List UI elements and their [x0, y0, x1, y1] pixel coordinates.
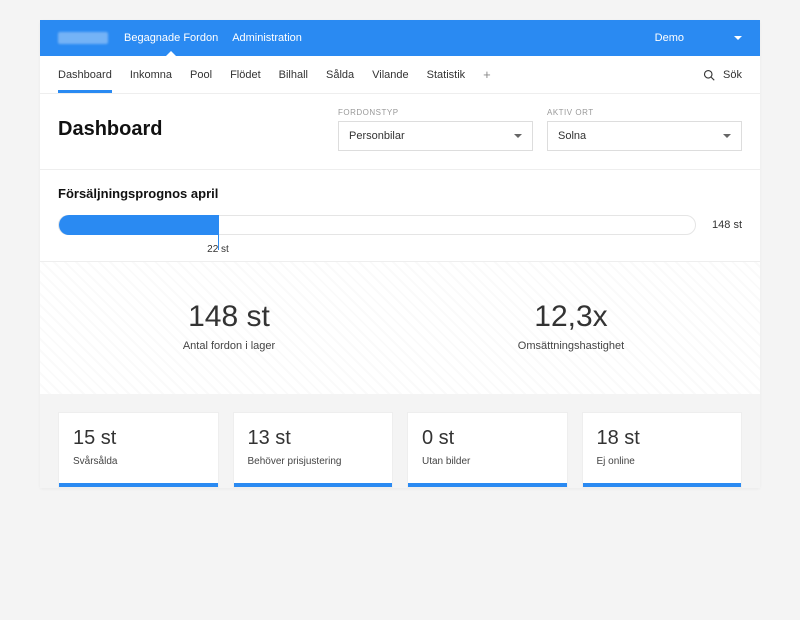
page-title: Dashboard [58, 118, 162, 141]
card-label: Behöver prisjustering [248, 456, 379, 467]
card-value: 18 st [597, 427, 728, 450]
tab-salda[interactable]: Sålda [326, 56, 354, 93]
kpi-turnover: 12,3x Omsättningshastighet [400, 300, 742, 352]
card-ej-online[interactable]: 18 st Ej online [582, 412, 743, 488]
forecast-total-label: 148 st [712, 219, 742, 231]
filter-type-value: Personbilar [349, 130, 405, 142]
card-label: Ej online [597, 456, 728, 467]
tab-flodet[interactable]: Flödet [230, 56, 261, 93]
topbar: Begagnade Fordon Administration Demo [40, 20, 760, 56]
forecast-section: Försäljningsprognos april 22 st 148 st [40, 170, 760, 261]
forecast-progress: 22 st [58, 215, 696, 235]
chevron-down-icon[interactable] [734, 36, 742, 40]
tab-vilande[interactable]: Vilande [372, 56, 409, 93]
card-value: 15 st [73, 427, 204, 450]
filter-location-value: Solna [558, 130, 586, 142]
card-value: 13 st [248, 427, 379, 450]
tab-add[interactable]: + [483, 56, 491, 93]
logo [58, 32, 108, 44]
header-row: Dashboard FORDONSTYP Personbilar AKTIV O… [40, 94, 760, 170]
topnav-begagnade[interactable]: Begagnade Fordon [124, 32, 218, 44]
filter-type-label: FORDONSTYP [338, 108, 533, 117]
card-prisjustering[interactable]: 13 st Behöver prisjustering [233, 412, 394, 488]
card-label: Svårsålda [73, 456, 204, 467]
user-name: Demo [655, 32, 684, 44]
tab-inkomna[interactable]: Inkomna [130, 56, 172, 93]
kpi-label: Antal fordon i lager [58, 340, 400, 352]
kpi-inventory: 148 st Antal fordon i lager [58, 300, 400, 352]
search[interactable]: Sök [703, 69, 742, 81]
kpi-value: 148 st [58, 300, 400, 334]
tabbar: Dashboard Inkomna Pool Flödet Bilhall Så… [40, 56, 760, 94]
tab-statistik[interactable]: Statistik [427, 56, 466, 93]
card-utan-bilder[interactable]: 0 st Utan bilder [407, 412, 568, 488]
search-icon [703, 69, 715, 81]
topnav-administration[interactable]: Administration [232, 32, 302, 44]
card-value: 0 st [422, 427, 553, 450]
user-menu[interactable]: Demo [655, 32, 684, 44]
chevron-down-icon [723, 134, 731, 138]
kpi-label: Omsättningshastighet [400, 340, 742, 352]
cards-row: 15 st Svårsålda 13 st Behöver prisjuster… [40, 394, 760, 488]
filter-location-label: AKTIV ORT [547, 108, 742, 117]
card-label: Utan bilder [422, 456, 553, 467]
forecast-current-label: 22 st [207, 244, 229, 255]
kpi-section: 148 st Antal fordon i lager 12,3x Omsätt… [40, 261, 760, 394]
filter-type: FORDONSTYP Personbilar [338, 108, 533, 151]
filter-type-select[interactable]: Personbilar [338, 121, 533, 151]
tab-bilhall[interactable]: Bilhall [279, 56, 308, 93]
search-label: Sök [723, 69, 742, 81]
kpi-value: 12,3x [400, 300, 742, 334]
tab-dashboard[interactable]: Dashboard [58, 56, 112, 93]
filter-location-select[interactable]: Solna [547, 121, 742, 151]
forecast-title: Försäljningsprognos april [58, 186, 742, 201]
forecast-progress-fill [59, 215, 218, 235]
card-svarsalda[interactable]: 15 st Svårsålda [58, 412, 219, 488]
chevron-down-icon [514, 134, 522, 138]
tab-pool[interactable]: Pool [190, 56, 212, 93]
filter-location: AKTIV ORT Solna [547, 108, 742, 151]
